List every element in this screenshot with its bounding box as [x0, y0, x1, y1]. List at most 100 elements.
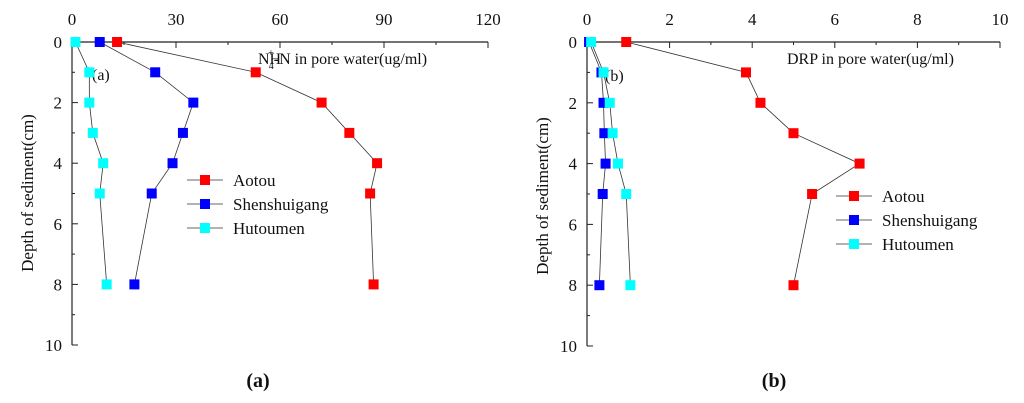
x-tick-label: 8 [913, 10, 922, 29]
data-point-hutoumen [98, 158, 109, 169]
data-point-shenshuigang [599, 128, 610, 139]
panel-a-x-ticks: 0 30 60 90 120 [68, 10, 501, 48]
panel-b-caption-letter: b [768, 370, 779, 392]
legend-marker-aotou [849, 191, 859, 201]
x-tick-label: 60 [272, 10, 289, 29]
data-point-hutoumen [84, 97, 95, 108]
y-tick-label: 10 [45, 336, 62, 355]
legend-label-aotou: Aotou [233, 171, 276, 190]
panel-a-legend: Aotou Shenshuigang Hutoumen [187, 171, 329, 238]
data-point-hutoumen [598, 67, 609, 78]
legend-label-hutoumen: Hutoumen [233, 219, 305, 238]
data-point-aotou [316, 97, 327, 108]
y-tick-label: 2 [569, 94, 578, 113]
data-point-shenshuigang [600, 158, 611, 169]
panel-b-label: (b) [605, 68, 624, 85]
y-tick-label: 6 [569, 215, 578, 234]
series-line-shenshuigang [99, 41, 194, 285]
panel-a-title: NH+ 4-N in pore water(ug/ml) [258, 48, 427, 72]
x-tick-label: 90 [376, 10, 393, 29]
series-line-aotou [626, 41, 861, 286]
x-tick-label: 0 [583, 10, 592, 29]
data-point-hutoumen [604, 97, 615, 108]
data-point-hutoumen [612, 158, 623, 169]
panel-a-series [70, 37, 383, 290]
legend-marker-shenshuigang [200, 199, 210, 209]
legend-label-shenshuigang: Shenshuigang [233, 195, 329, 214]
data-point-aotou [621, 37, 632, 47]
panel-b-series [584, 37, 865, 291]
data-point-hutoumen [70, 37, 81, 47]
y-tick-label: 4 [54, 154, 63, 173]
data-point-shenshuigang [94, 37, 105, 47]
y-tick-label: 6 [54, 215, 63, 234]
data-point-aotou [807, 189, 818, 199]
data-point-aotou [112, 37, 123, 47]
panel-b-caption: (b) [762, 370, 786, 392]
x-tick-label: 120 [475, 10, 501, 29]
y-tick-label: 0 [569, 33, 578, 52]
data-point-shenshuigang [597, 189, 608, 199]
panel-a-caption-letter: a [253, 370, 263, 392]
legend-marker-shenshuigang [849, 215, 859, 225]
data-point-hutoumen [625, 280, 636, 291]
data-point-shenshuigang [167, 158, 178, 169]
panel-b-legend: Aotou Shenshuigang Hutoumen [836, 187, 978, 254]
panel-a-caption: (a) [246, 370, 269, 392]
panel-b-y-ticks: 0 2 4 6 8 10 [560, 33, 593, 356]
data-point-hutoumen [607, 128, 618, 139]
data-point-hutoumen [586, 37, 597, 47]
data-point-aotou [344, 127, 355, 138]
data-point-aotou [854, 158, 865, 169]
panel-a-y-ticks: 0 2 4 6 8 10 [45, 33, 78, 355]
data-point-aotou [250, 67, 261, 78]
data-point-shenshuigang [146, 188, 157, 199]
legend-label-hutoumen: Hutoumen [882, 235, 954, 254]
panel-a: 0 30 60 90 120 0 2 4 6 8 10 Depth of sediment(cm)… [18, 10, 501, 392]
data-point-aotou [788, 128, 799, 139]
data-point-aotou [755, 97, 766, 108]
x-tick-label: 6 [831, 10, 840, 29]
y-tick-label: 2 [54, 94, 63, 113]
panel-a-title-rest: -N in pore water(ug/ml) [274, 51, 427, 68]
x-tick-label: 0 [68, 10, 77, 29]
legend-label-shenshuigang: Shenshuigang [882, 211, 978, 230]
y-tick-label: 8 [54, 275, 63, 294]
panel-a-title-sub: 4 [269, 61, 274, 72]
x-tick-label: 2 [665, 10, 674, 29]
series-line-aotou [116, 41, 378, 285]
data-point-shenshuigang [177, 127, 188, 138]
data-point-aotou [372, 158, 383, 169]
legend-label-aotou: Aotou [882, 187, 925, 206]
legend-marker-aotou [200, 175, 210, 185]
x-tick-label: 30 [168, 10, 185, 29]
data-point-shenshuigang [598, 97, 609, 108]
data-point-hutoumen [621, 189, 632, 199]
y-tick-label: 10 [560, 337, 577, 356]
panel-a-y-axis-label: Depth of sediment(cm) [18, 114, 37, 272]
data-point-hutoumen [101, 279, 112, 290]
data-point-shenshuigang [594, 280, 605, 291]
data-point-shenshuigang [150, 67, 161, 78]
panel-b: 0 2 4 6 8 10 0 2 4 6 8 10 Depth of sediment(cm) DR… [533, 10, 1009, 392]
panel-b-title: DRP in pore water(ug/ml) [787, 51, 954, 68]
legend-marker-hutoumen [849, 239, 859, 249]
x-tick-label: 4 [748, 10, 757, 29]
panel-a-title-main: NH [258, 51, 282, 68]
legend-marker-hutoumen [200, 223, 210, 233]
data-point-hutoumen [94, 188, 105, 199]
data-point-aotou [368, 279, 379, 290]
x-tick-label: 10 [992, 10, 1009, 29]
y-tick-label: 4 [569, 155, 578, 174]
data-point-aotou [788, 280, 799, 291]
panel-a-label: (a) [92, 67, 110, 84]
data-point-hutoumen [84, 67, 95, 78]
panel-b-y-axis-label: Depth of sediment(cm) [533, 117, 552, 275]
y-tick-label: 8 [569, 276, 578, 295]
data-point-hutoumen [87, 127, 98, 138]
data-point-aotou [365, 188, 376, 199]
data-point-shenshuigang [129, 279, 140, 290]
y-tick-label: 0 [54, 33, 63, 52]
data-point-shenshuigang [188, 97, 199, 108]
